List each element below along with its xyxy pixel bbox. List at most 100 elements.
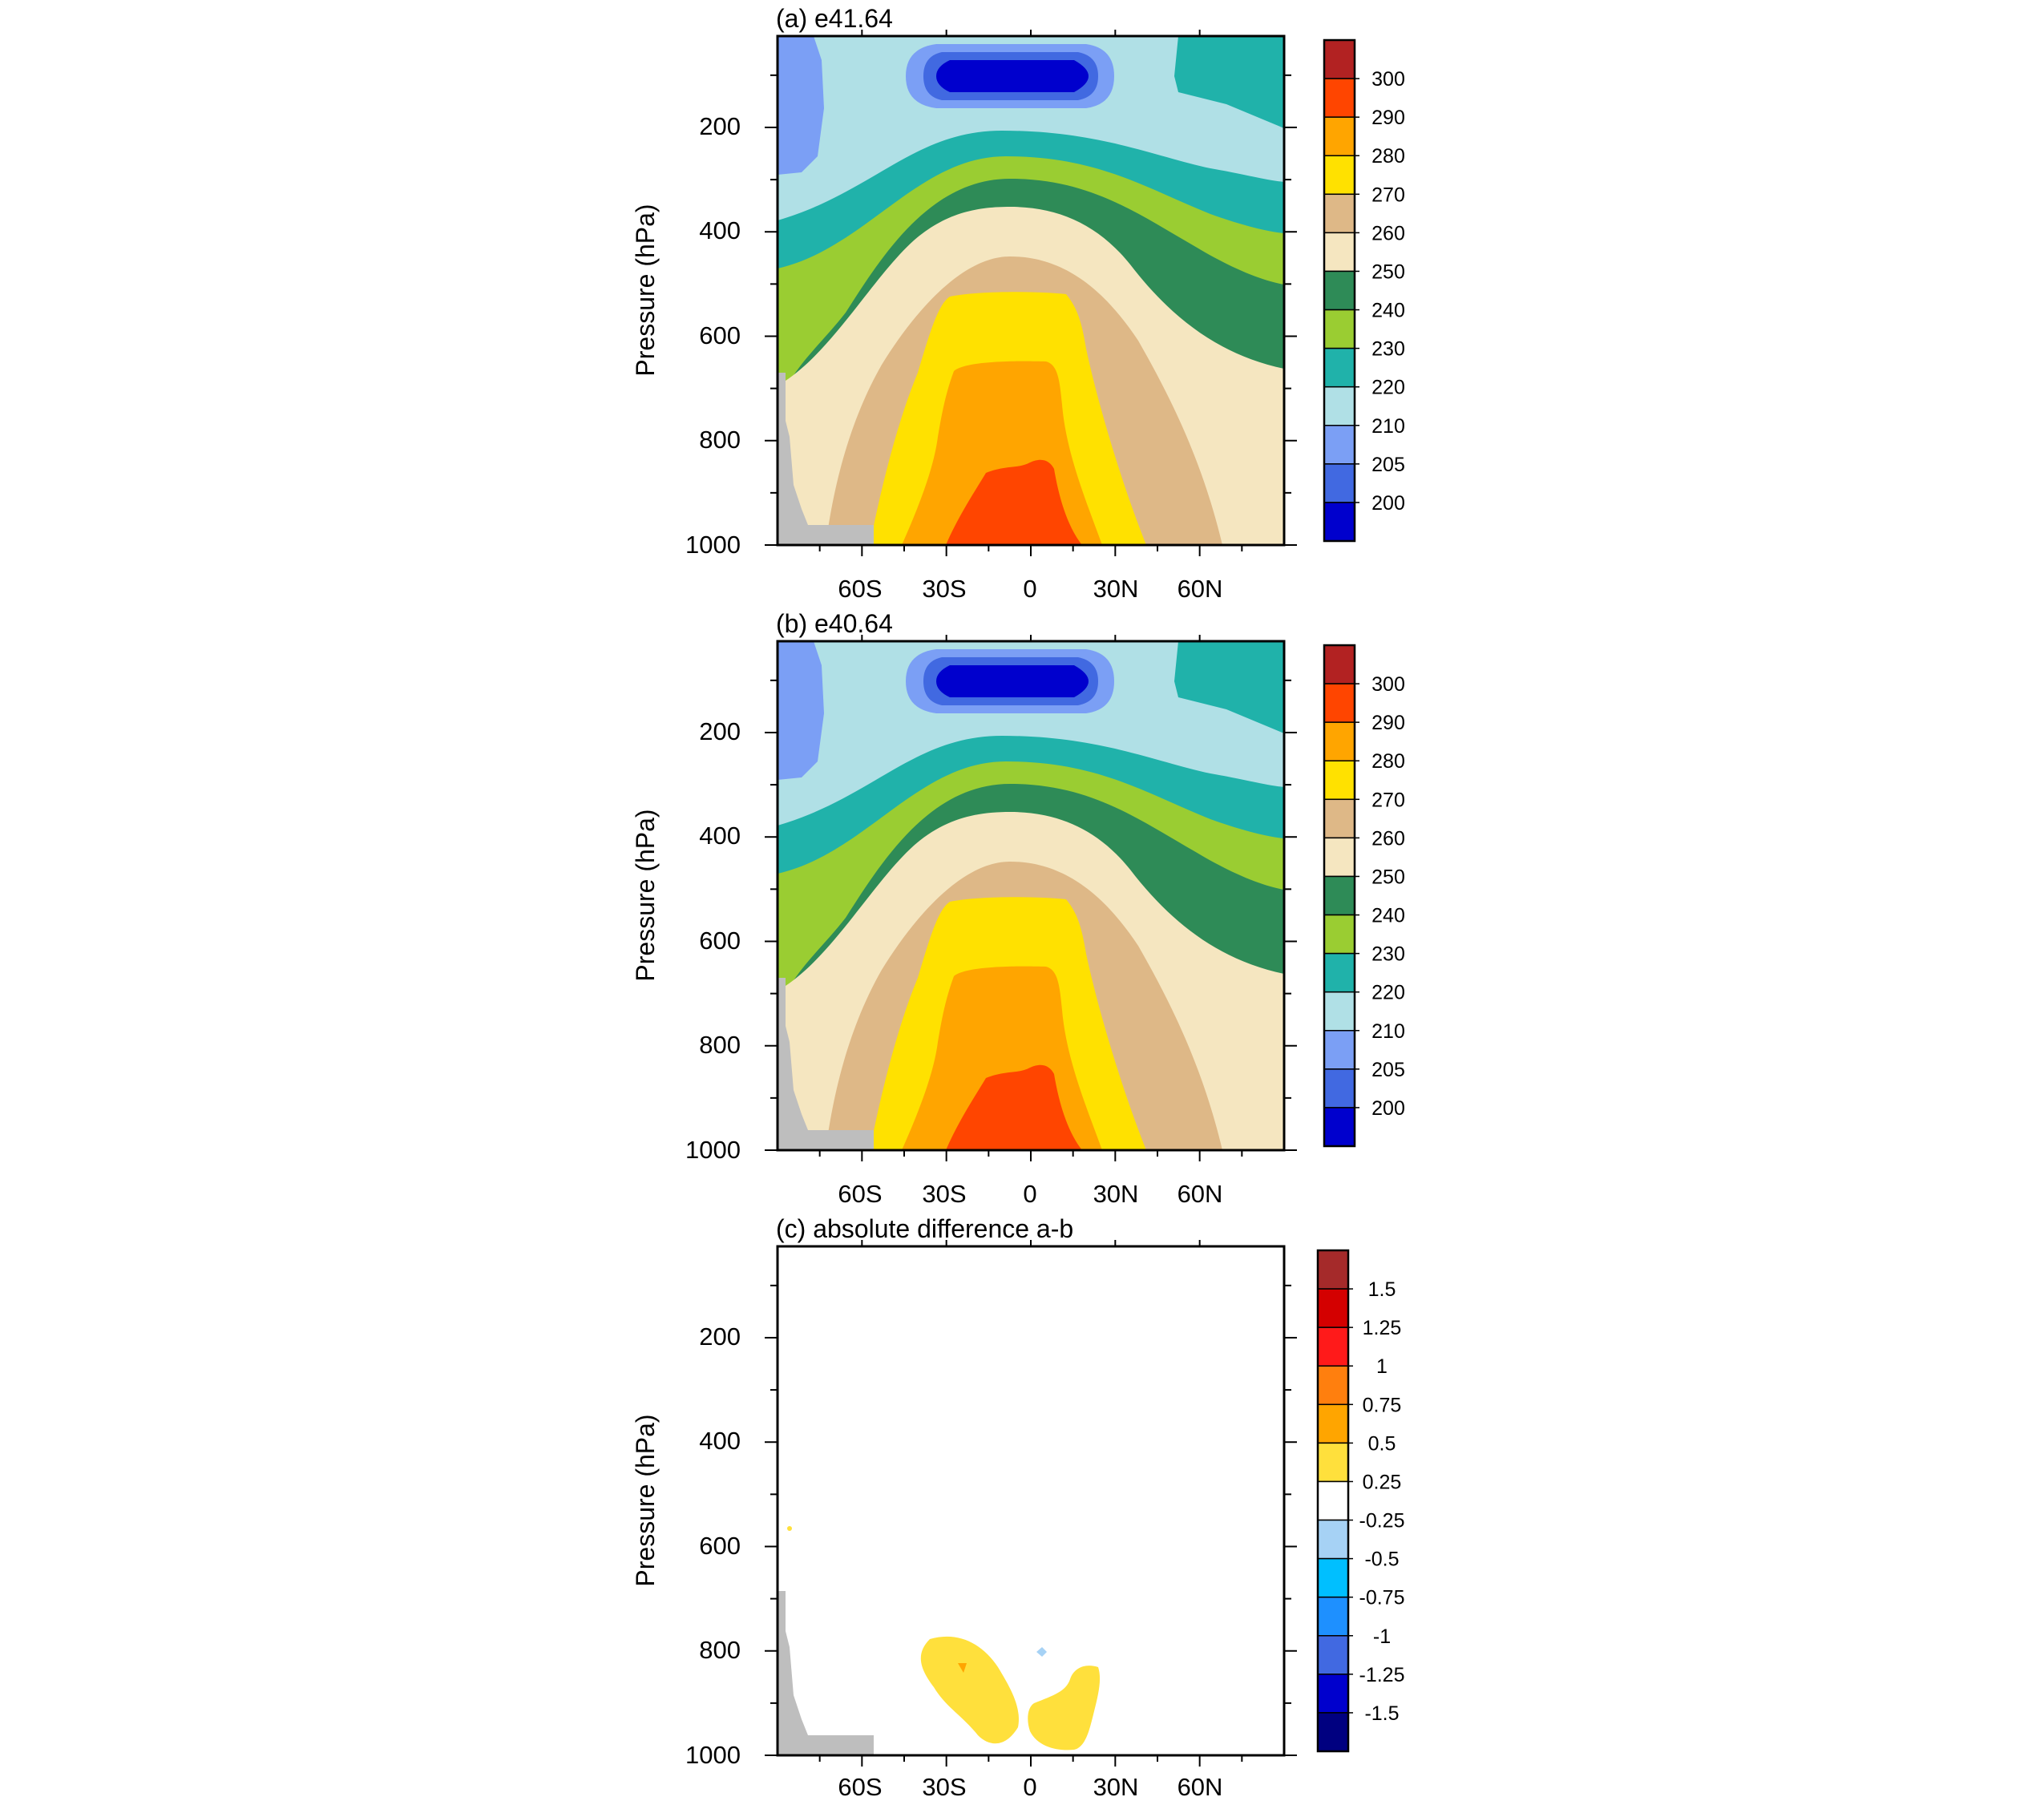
colorbar-label: -1 — [1373, 1625, 1391, 1648]
colorbar-label: 240 — [1371, 300, 1405, 322]
y-tick-label: 200 — [699, 717, 741, 745]
colorbar-swatch — [1317, 1674, 1349, 1714]
colorbar-label: 0.75 — [1363, 1394, 1402, 1416]
colorbar-label: -0.5 — [1364, 1549, 1399, 1571]
panel-b-colorbar: 300 290 280 270 260 250 240 230 220 210 205 200 — [1323, 644, 1405, 1148]
colorbar-swatch — [1323, 798, 1355, 839]
x-tick-label: 30S — [922, 1180, 966, 1208]
colorbar-label: 280 — [1371, 145, 1405, 168]
colorbar-swatch — [1317, 1519, 1349, 1560]
panel-a-y-ticks: 200 400 600 800 1000 — [685, 112, 741, 559]
colorbar-label: 1.5 — [1368, 1278, 1396, 1301]
panel-a-colorbar: 300 290 280 270 260 250 240 230 220 210 205 200 — [1323, 38, 1405, 543]
panel-b-field — [778, 641, 1284, 1150]
colorbar-swatch — [1317, 1712, 1349, 1752]
colorbar-label: 260 — [1371, 827, 1405, 850]
colorbar-label: 300 — [1371, 68, 1405, 91]
y-tick-label: 800 — [699, 1636, 741, 1664]
y-tick-label: 400 — [699, 822, 741, 850]
x-tick-label: 0 — [1023, 1180, 1036, 1208]
panel-c-background — [778, 1246, 1284, 1755]
x-tick-label: 0 — [1023, 1773, 1036, 1801]
colorbar-label: 250 — [1371, 866, 1405, 888]
colorbar-swatch — [1317, 1403, 1349, 1444]
colorbar-swatch — [1323, 683, 1355, 723]
colorbar-label: -0.25 — [1359, 1510, 1405, 1532]
colorbar-label: 280 — [1371, 750, 1405, 773]
colorbar-label: 200 — [1371, 1097, 1405, 1120]
colorbar-label: 220 — [1371, 377, 1405, 399]
colorbar-label: 230 — [1371, 338, 1405, 361]
x-tick-label: 30S — [922, 575, 966, 603]
colorbar-swatch — [1323, 193, 1355, 234]
colorbar-label: 205 — [1371, 454, 1405, 476]
y-tick-label: 1000 — [685, 531, 741, 559]
colorbar-swatch — [1323, 837, 1355, 878]
colorbar-swatch — [1323, 39, 1355, 79]
y-tick-label: 1000 — [685, 1741, 741, 1769]
y-tick-label: 400 — [699, 216, 741, 244]
x-tick-label: 60N — [1178, 575, 1223, 603]
colorbar-swatch — [1323, 760, 1355, 801]
colorbar-swatch — [1323, 347, 1355, 388]
colorbar-swatch — [1323, 721, 1355, 761]
x-tick-label: 0 — [1023, 575, 1036, 603]
colorbar-label: 1 — [1376, 1355, 1388, 1378]
colorbar-swatch — [1323, 425, 1355, 465]
colorbar-swatch — [1317, 1250, 1349, 1290]
panel-c-y-ticks: 200 400 600 800 1000 — [685, 1322, 741, 1769]
colorbar-swatch — [1323, 1068, 1355, 1108]
x-tick-label: 30S — [922, 1773, 966, 1801]
panel-b-title: (b) e40.64 — [776, 609, 893, 638]
colorbar-swatch — [1323, 309, 1355, 349]
colorbar-label: 260 — [1371, 222, 1405, 244]
panel-b-ylabel: Pressure (hPa) — [631, 809, 660, 981]
colorbar-label: 300 — [1371, 673, 1405, 696]
y-tick-label: 200 — [699, 112, 741, 140]
colorbar-swatch — [1317, 1365, 1349, 1406]
colorbar-swatch — [1323, 232, 1355, 273]
colorbar-label: 240 — [1371, 905, 1405, 927]
colorbar-label: -1.25 — [1359, 1664, 1405, 1686]
panel-c-ylabel: Pressure (hPa) — [631, 1414, 660, 1586]
x-tick-label: 30N — [1093, 1773, 1139, 1801]
colorbar-label: -1.5 — [1364, 1702, 1399, 1725]
y-tick-label: 800 — [699, 426, 741, 454]
colorbar-label: 200 — [1371, 492, 1405, 515]
colorbar-swatch — [1323, 270, 1355, 311]
colorbar-swatch — [1323, 952, 1355, 993]
colorbar-swatch — [1323, 155, 1355, 196]
y-tick-label: 200 — [699, 1322, 741, 1351]
colorbar-swatch — [1323, 502, 1355, 542]
colorbar-swatch — [1317, 1557, 1349, 1598]
colorbar-label: 250 — [1371, 260, 1405, 283]
colorbar-frame — [1323, 644, 1356, 1148]
colorbar-swatch — [1317, 1442, 1349, 1483]
y-tick-label: 800 — [699, 1031, 741, 1059]
y-tick-label: 600 — [699, 321, 741, 349]
panel-a-title: (a) e41.64 — [776, 4, 893, 33]
panel-b-y-ticks: 200 400 600 800 1000 — [685, 717, 741, 1164]
colorbar-label: 210 — [1371, 1020, 1405, 1043]
panel-c-x-ticks: 60S 30S 0 30N 60N — [838, 1773, 1222, 1801]
x-tick-label: 60S — [838, 1773, 882, 1801]
colorbar-swatch — [1323, 386, 1355, 426]
colorbar-label: 220 — [1371, 982, 1405, 1004]
panel-a-field — [778, 36, 1284, 545]
panel-b: (b) e40.64 Pressure (hPa) 200 400 600 80… — [631, 609, 1405, 1208]
colorbar-label: 230 — [1371, 943, 1405, 966]
x-tick-label: 30N — [1093, 1180, 1139, 1208]
colorbar-swatch — [1323, 78, 1355, 118]
colorbar-swatch — [1323, 991, 1355, 1032]
y-tick-label: 400 — [699, 1427, 741, 1455]
colorbar-label: 290 — [1371, 107, 1405, 129]
colorbar-label: 205 — [1371, 1059, 1405, 1081]
panel-b-x-ticks: 60S 30S 0 30N 60N — [838, 1180, 1222, 1208]
colorbar-swatch — [1317, 1480, 1349, 1521]
colorbar-swatch — [1323, 914, 1355, 955]
panel-c: (c) absolute difference a-b Pressure (hP… — [631, 1214, 1404, 1801]
colorbar-swatch — [1323, 116, 1355, 156]
colorbar-swatch — [1317, 1596, 1349, 1637]
y-tick-label: 1000 — [685, 1136, 741, 1164]
